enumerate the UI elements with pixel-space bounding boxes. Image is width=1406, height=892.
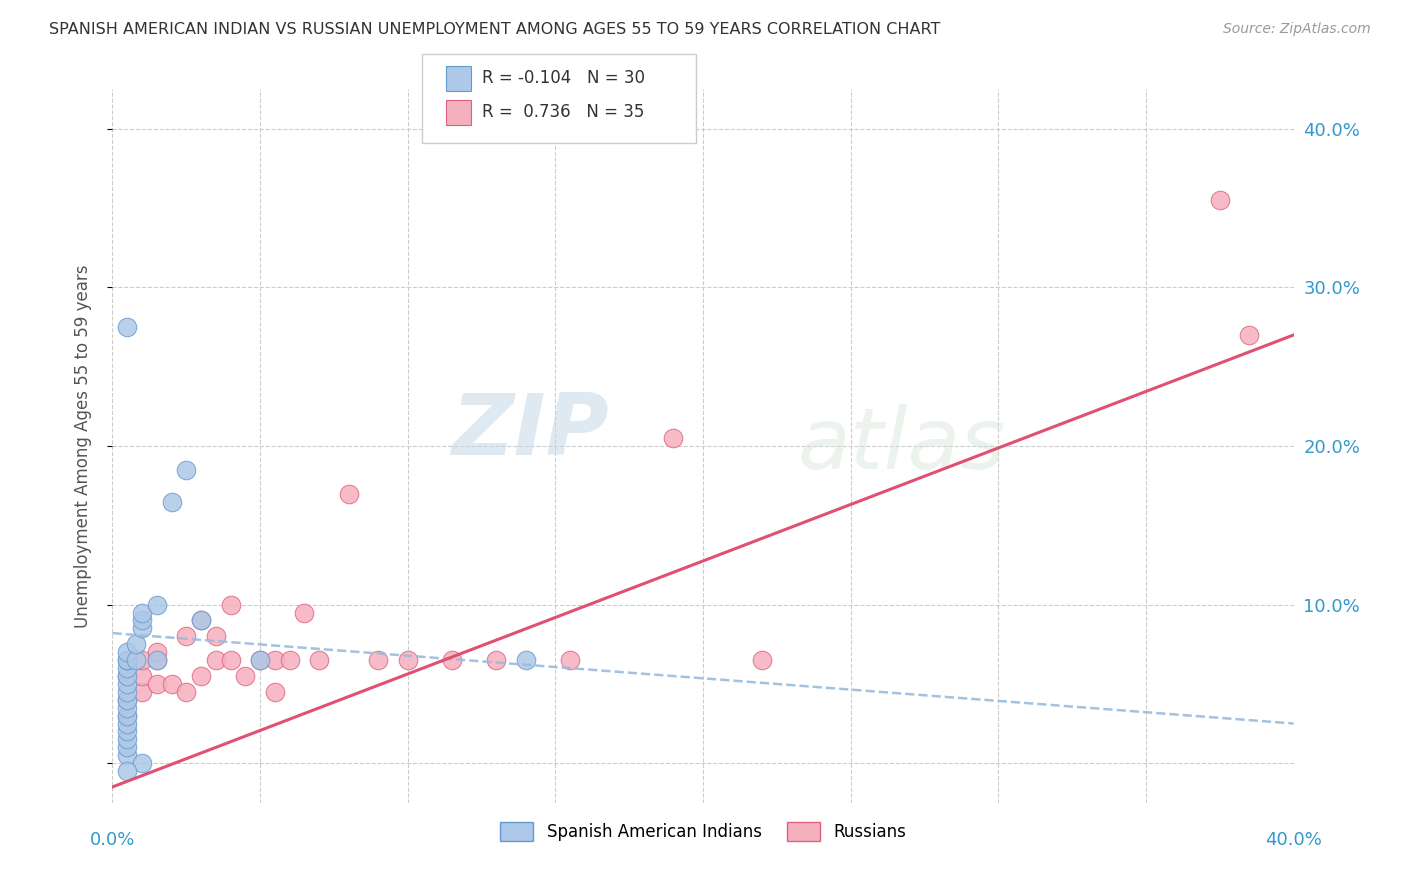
Point bbox=[396, 653, 419, 667]
Point bbox=[205, 653, 228, 667]
Legend: Spanish American Indians, Russians: Spanish American Indians, Russians bbox=[494, 815, 912, 848]
Point bbox=[233, 669, 256, 683]
Point bbox=[131, 756, 153, 771]
Point bbox=[131, 621, 153, 635]
Point bbox=[117, 692, 138, 706]
Point bbox=[662, 431, 685, 445]
Text: R =  0.736   N = 35: R = 0.736 N = 35 bbox=[482, 103, 644, 121]
Point bbox=[160, 677, 183, 691]
Point bbox=[117, 677, 138, 691]
Text: ZIP: ZIP bbox=[451, 390, 609, 474]
Point bbox=[146, 653, 169, 667]
Point bbox=[117, 732, 138, 747]
Point bbox=[117, 661, 138, 675]
Point bbox=[278, 653, 301, 667]
Point bbox=[117, 764, 138, 778]
Point bbox=[146, 598, 169, 612]
Point bbox=[485, 653, 508, 667]
Point bbox=[131, 606, 153, 620]
Point bbox=[249, 653, 271, 667]
Point bbox=[117, 653, 138, 667]
Point bbox=[117, 685, 138, 699]
Text: Source: ZipAtlas.com: Source: ZipAtlas.com bbox=[1223, 22, 1371, 37]
Point bbox=[146, 645, 169, 659]
Point bbox=[1239, 328, 1261, 343]
Point bbox=[367, 653, 389, 667]
Y-axis label: Unemployment Among Ages 55 to 59 years: Unemployment Among Ages 55 to 59 years bbox=[73, 264, 91, 628]
Point bbox=[131, 669, 153, 683]
Point bbox=[515, 653, 537, 667]
Point bbox=[174, 629, 197, 643]
Point bbox=[117, 653, 138, 667]
Text: R = -0.104   N = 30: R = -0.104 N = 30 bbox=[482, 70, 645, 87]
Point bbox=[160, 494, 183, 508]
Point bbox=[117, 320, 138, 334]
Point bbox=[174, 685, 197, 699]
Text: atlas: atlas bbox=[797, 404, 1005, 488]
Point bbox=[131, 653, 153, 667]
Point bbox=[558, 653, 582, 667]
Point bbox=[751, 653, 773, 667]
Point bbox=[125, 637, 148, 651]
Point bbox=[146, 677, 169, 691]
Point bbox=[117, 645, 138, 659]
Point bbox=[131, 685, 153, 699]
Point bbox=[337, 486, 360, 500]
Point bbox=[125, 653, 148, 667]
Point bbox=[205, 629, 228, 643]
Text: SPANISH AMERICAN INDIAN VS RUSSIAN UNEMPLOYMENT AMONG AGES 55 TO 59 YEARS CORREL: SPANISH AMERICAN INDIAN VS RUSSIAN UNEMP… bbox=[49, 22, 941, 37]
Point bbox=[190, 614, 212, 628]
Point bbox=[117, 748, 138, 763]
Text: 40.0%: 40.0% bbox=[1265, 831, 1322, 849]
Point bbox=[117, 692, 138, 706]
Point bbox=[441, 653, 464, 667]
Point bbox=[308, 653, 330, 667]
Point bbox=[264, 685, 287, 699]
Point bbox=[117, 740, 138, 755]
Point bbox=[117, 700, 138, 714]
Point bbox=[249, 653, 271, 667]
Point bbox=[219, 598, 242, 612]
Point bbox=[117, 708, 138, 723]
Point bbox=[117, 669, 138, 683]
Point bbox=[264, 653, 287, 667]
Point bbox=[174, 463, 197, 477]
Point bbox=[117, 716, 138, 731]
Point bbox=[117, 724, 138, 739]
Point bbox=[1208, 193, 1232, 207]
Point bbox=[190, 669, 212, 683]
Point bbox=[292, 606, 315, 620]
Point bbox=[146, 653, 169, 667]
Point bbox=[117, 669, 138, 683]
Text: 0.0%: 0.0% bbox=[90, 831, 135, 849]
Point bbox=[131, 614, 153, 628]
Point bbox=[190, 614, 212, 628]
Point bbox=[117, 708, 138, 723]
Point bbox=[219, 653, 242, 667]
